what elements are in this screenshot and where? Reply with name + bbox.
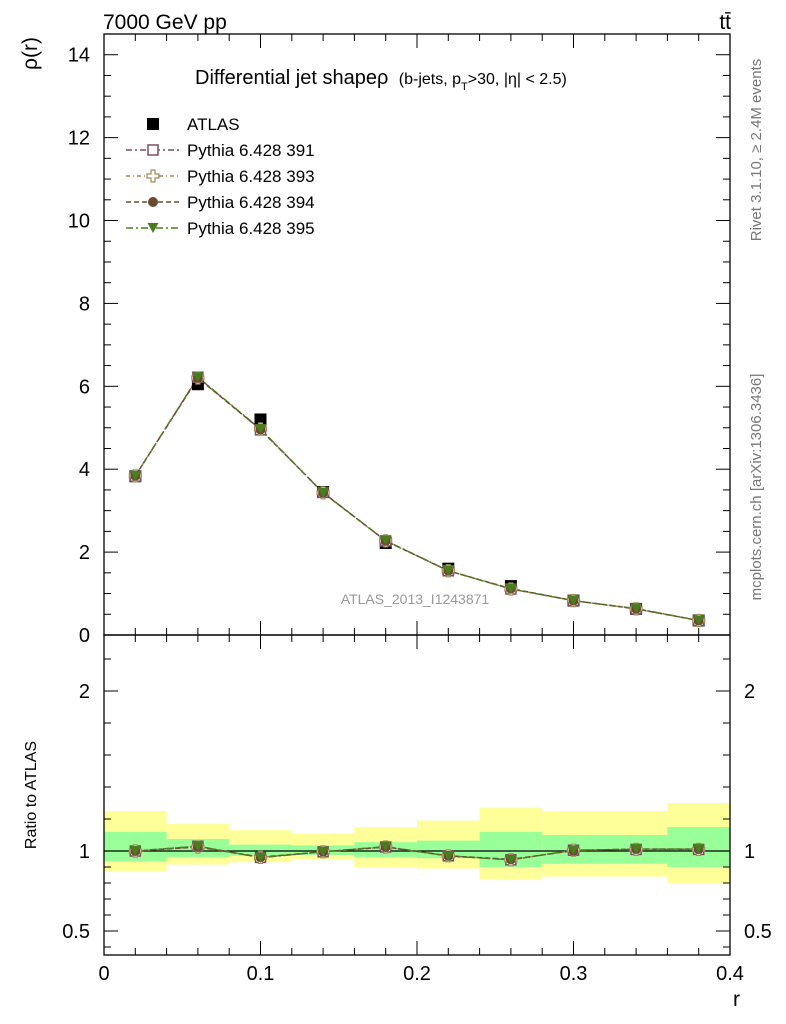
chart-legend: ATLAS Pythia 6.428 391 Pythia 6.428 393 Pyt… <box>126 115 315 238</box>
atlas-data-point <box>254 413 267 426</box>
chart-title-sub-subscript: T <box>461 81 468 93</box>
legend-label-1: Pythia 6.428 393 <box>187 167 315 186</box>
chart-title-sub: (b-jets, p <box>399 71 461 88</box>
legend-marker-3 <box>147 223 159 233</box>
main-series-point-3 <box>693 615 705 626</box>
main-y-axis-label: ρ(r) <box>19 37 42 70</box>
mcplots-label: mcplots.cern.ch [arXiv:1306.3436] <box>748 374 765 601</box>
main-y-tick-label: 4 <box>79 459 90 481</box>
main-series-point-3 <box>380 535 392 546</box>
x-tick-label: 0.1 <box>247 963 275 985</box>
ratio-y-tick-label-left: 2 <box>79 681 90 703</box>
chart-title-sub-rest: >30, |η| < 2.5) <box>468 71 567 88</box>
ratio-y-tick-label-left: 1 <box>79 841 90 863</box>
main-series-point-3 <box>255 424 266 435</box>
chart-series-layer <box>128 371 706 867</box>
ratio-series-point-3 <box>380 841 392 852</box>
ratio-y-axis-label: Ratio to ATLAS <box>23 741 40 849</box>
legend-label-2: Pythia 6.428 394 <box>187 193 315 212</box>
ratio-series-line-3 <box>135 845 699 861</box>
ratio-y-tick-label-right: 2 <box>744 681 755 703</box>
ratio-plot-frame <box>103 634 731 956</box>
main-y-tick-label: 8 <box>79 293 90 315</box>
ratio-series-point-3 <box>630 844 642 855</box>
chart-title: Differential jet shapeρ (b-jets, pT>30, … <box>195 67 567 93</box>
legend-label-0: Pythia 6.428 391 <box>187 141 315 160</box>
analysis-id-label: ATLAS_2013_I1243871 <box>341 591 490 607</box>
main-series-line-3 <box>134 376 699 622</box>
legend-marker-1 <box>146 169 160 183</box>
main-series-point-3 <box>630 603 642 614</box>
main-series-point-3 <box>317 487 329 498</box>
main-y-tick-label: 0 <box>79 625 90 647</box>
main-series-line-2 <box>134 376 699 622</box>
legend-label-atlas: ATLAS <box>187 115 240 134</box>
x-tick-label: 0.2 <box>403 963 431 985</box>
legend-label-3: Pythia 6.428 395 <box>187 219 315 238</box>
main-y-tick-label: 10 <box>68 211 90 233</box>
chart-title-main: Differential jet shapeρ <box>195 67 388 89</box>
main-series-line-1 <box>134 376 699 622</box>
ratio-series-line-2 <box>135 846 699 861</box>
ratio-uncertainty-bands <box>104 803 730 883</box>
ratio-series-point-3 <box>192 841 204 852</box>
x-tick-label: 0.4 <box>716 963 744 985</box>
rivet-version-label: Rivet 3.1.10, ≥ 2.4M events <box>748 59 765 242</box>
ratio-series-point-3 <box>568 845 579 856</box>
main-y-tick-label: 6 <box>79 376 90 398</box>
legend-marker-2 <box>148 197 158 207</box>
ratio-y-tick-label-right: 1 <box>744 841 755 863</box>
main-series-point-3 <box>129 470 141 481</box>
x-tick-label: 0.3 <box>560 963 588 985</box>
main-series-line-0 <box>134 376 699 622</box>
main-y-tick-label: 14 <box>68 45 90 67</box>
main-series-point-3 <box>442 565 454 576</box>
ratio-series-point-3 <box>442 851 454 862</box>
main-y-tick-label: 12 <box>68 128 90 150</box>
main-series-point-3 <box>505 583 517 594</box>
main-series-point-3 <box>568 595 579 606</box>
ratio-series-point-3 <box>317 846 329 857</box>
ratio-series-point-3 <box>505 854 517 865</box>
legend-marker-atlas <box>147 118 159 130</box>
ratio-series-point-3 <box>693 844 705 855</box>
ratio-band-inner-2 <box>229 844 292 856</box>
energy-label: 7000 GeV pp <box>103 11 227 34</box>
process-label: tt̄ <box>719 11 731 34</box>
ratio-y-tick-label-right: 0.5 <box>744 921 772 943</box>
chart-labels: 7000 GeV pp tt̄ Rivet 3.1.10, ≥ 2.4M eve… <box>19 11 765 1011</box>
x-axis-label: r <box>733 988 740 1011</box>
ratio-y-tick-label-left: 0.5 <box>62 921 90 943</box>
main-y-tick-label: 2 <box>79 542 90 564</box>
x-tick-label: 0 <box>98 963 109 985</box>
main-series-point-3 <box>192 372 204 383</box>
ratio-series-point-3 <box>129 846 141 856</box>
legend-marker-0 <box>147 144 159 156</box>
ratio-series-point-3 <box>255 852 266 863</box>
